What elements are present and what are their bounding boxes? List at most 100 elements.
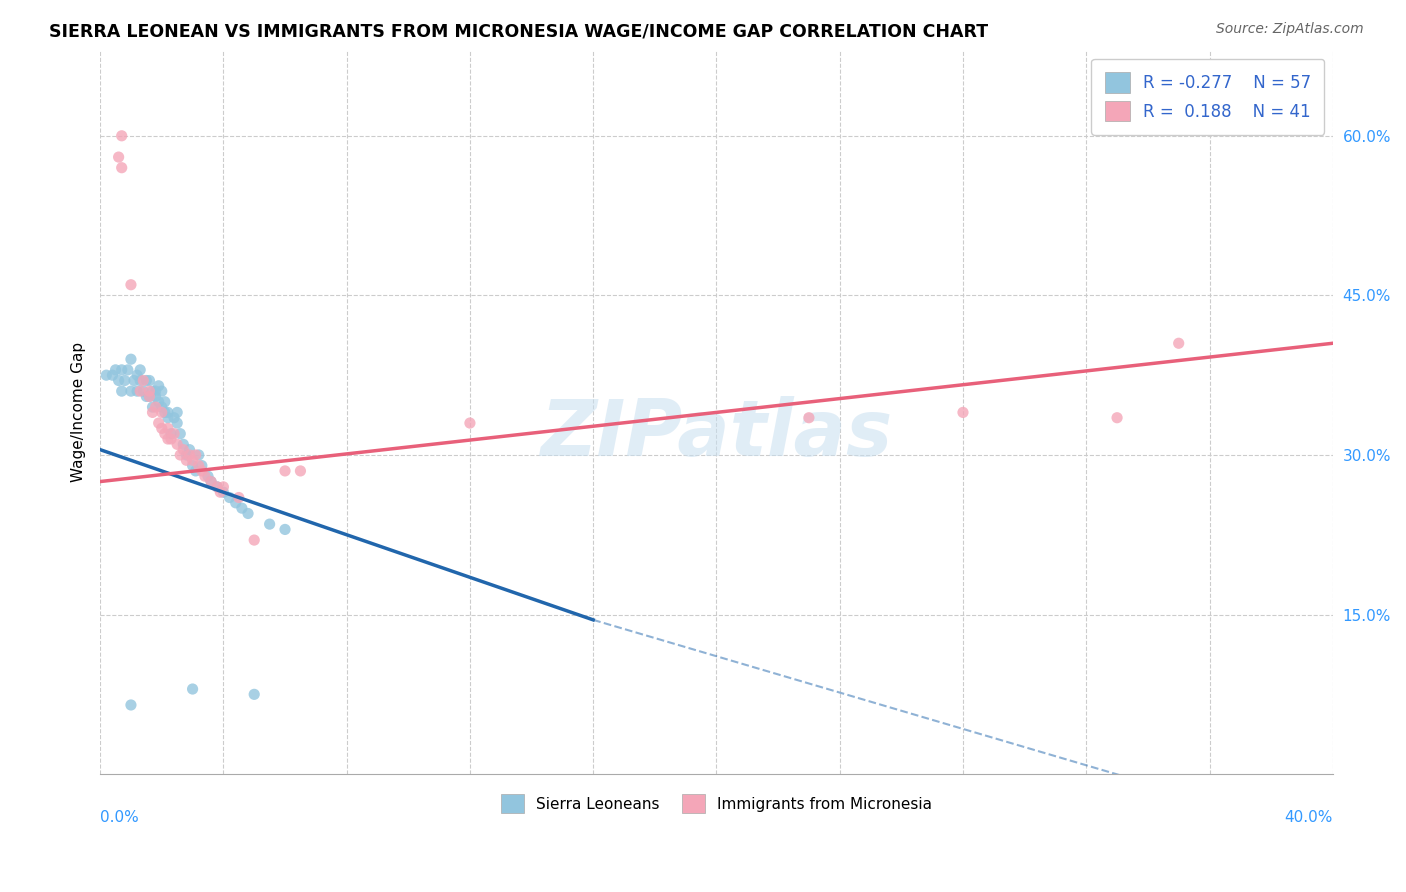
- Point: [191, 464, 214, 478]
- Point: [148, 416, 170, 430]
- Point: [127, 384, 149, 398]
- Text: SIERRA LEONEAN VS IMMIGRANTS FROM MICRONESIA WAGE/INCOME GAP CORRELATION CHART: SIERRA LEONEAN VS IMMIGRANTS FROM MICRON…: [49, 22, 988, 40]
- Text: 40.0%: 40.0%: [1285, 810, 1333, 825]
- Point: [172, 437, 194, 451]
- Point: [141, 384, 163, 398]
- Y-axis label: Wage/Income Gap: Wage/Income Gap: [72, 343, 86, 483]
- Point: [132, 374, 155, 388]
- Point: [243, 687, 266, 701]
- Point: [156, 410, 179, 425]
- Point: [156, 421, 179, 435]
- Point: [120, 352, 142, 367]
- Point: [104, 363, 127, 377]
- Point: [153, 405, 176, 419]
- Point: [138, 374, 160, 388]
- Point: [274, 464, 297, 478]
- Point: [228, 491, 250, 505]
- Point: [163, 410, 186, 425]
- Point: [120, 698, 142, 712]
- Point: [138, 389, 160, 403]
- Point: [218, 491, 240, 505]
- Point: [166, 416, 188, 430]
- Point: [141, 400, 163, 414]
- Point: [169, 448, 191, 462]
- Point: [127, 368, 149, 383]
- Text: Source: ZipAtlas.com: Source: ZipAtlas.com: [1216, 22, 1364, 37]
- Point: [176, 453, 198, 467]
- Point: [1105, 410, 1128, 425]
- Point: [129, 384, 152, 398]
- Point: [1167, 336, 1189, 351]
- Point: [111, 384, 134, 398]
- Point: [187, 458, 209, 473]
- Point: [212, 485, 235, 500]
- Point: [952, 405, 974, 419]
- Point: [138, 389, 160, 403]
- Point: [207, 480, 229, 494]
- Point: [169, 426, 191, 441]
- Point: [243, 533, 266, 547]
- Point: [200, 475, 222, 489]
- Point: [150, 400, 173, 414]
- Point: [122, 374, 145, 388]
- Point: [179, 442, 201, 457]
- Point: [166, 405, 188, 419]
- Point: [129, 374, 152, 388]
- Point: [290, 464, 312, 478]
- Point: [187, 448, 209, 462]
- Text: ZIPatlas: ZIPatlas: [540, 396, 893, 472]
- Point: [797, 410, 820, 425]
- Point: [160, 432, 183, 446]
- Point: [138, 384, 160, 398]
- Point: [200, 475, 222, 489]
- Point: [150, 421, 173, 435]
- Point: [117, 363, 139, 377]
- Point: [179, 448, 201, 462]
- Point: [163, 426, 186, 441]
- Point: [111, 363, 134, 377]
- Point: [135, 389, 157, 403]
- Point: [176, 448, 198, 462]
- Point: [458, 416, 481, 430]
- Point: [197, 469, 219, 483]
- Point: [184, 448, 207, 462]
- Point: [129, 363, 152, 377]
- Legend: Sierra Leoneans, Immigrants from Micronesia: Sierra Leoneans, Immigrants from Microne…: [494, 787, 941, 821]
- Point: [132, 384, 155, 398]
- Point: [141, 405, 163, 419]
- Point: [191, 458, 214, 473]
- Point: [259, 517, 281, 532]
- Point: [181, 453, 204, 467]
- Point: [209, 485, 232, 500]
- Point: [156, 405, 179, 419]
- Point: [181, 681, 204, 696]
- Point: [120, 277, 142, 292]
- Point: [160, 426, 183, 441]
- Point: [274, 523, 297, 537]
- Point: [184, 464, 207, 478]
- Point: [150, 405, 173, 419]
- Point: [145, 384, 167, 398]
- Point: [236, 507, 259, 521]
- Point: [111, 128, 134, 143]
- Point: [135, 374, 157, 388]
- Point: [120, 384, 142, 398]
- Point: [153, 394, 176, 409]
- Point: [172, 442, 194, 457]
- Point: [225, 496, 247, 510]
- Point: [114, 374, 136, 388]
- Point: [153, 426, 176, 441]
- Point: [156, 432, 179, 446]
- Point: [212, 480, 235, 494]
- Point: [181, 458, 204, 473]
- Point: [111, 161, 134, 175]
- Point: [107, 374, 129, 388]
- Point: [207, 480, 229, 494]
- Point: [194, 469, 217, 483]
- Point: [150, 384, 173, 398]
- Point: [107, 150, 129, 164]
- Point: [166, 437, 188, 451]
- Text: 0.0%: 0.0%: [100, 810, 139, 825]
- Point: [148, 394, 170, 409]
- Point: [96, 368, 118, 383]
